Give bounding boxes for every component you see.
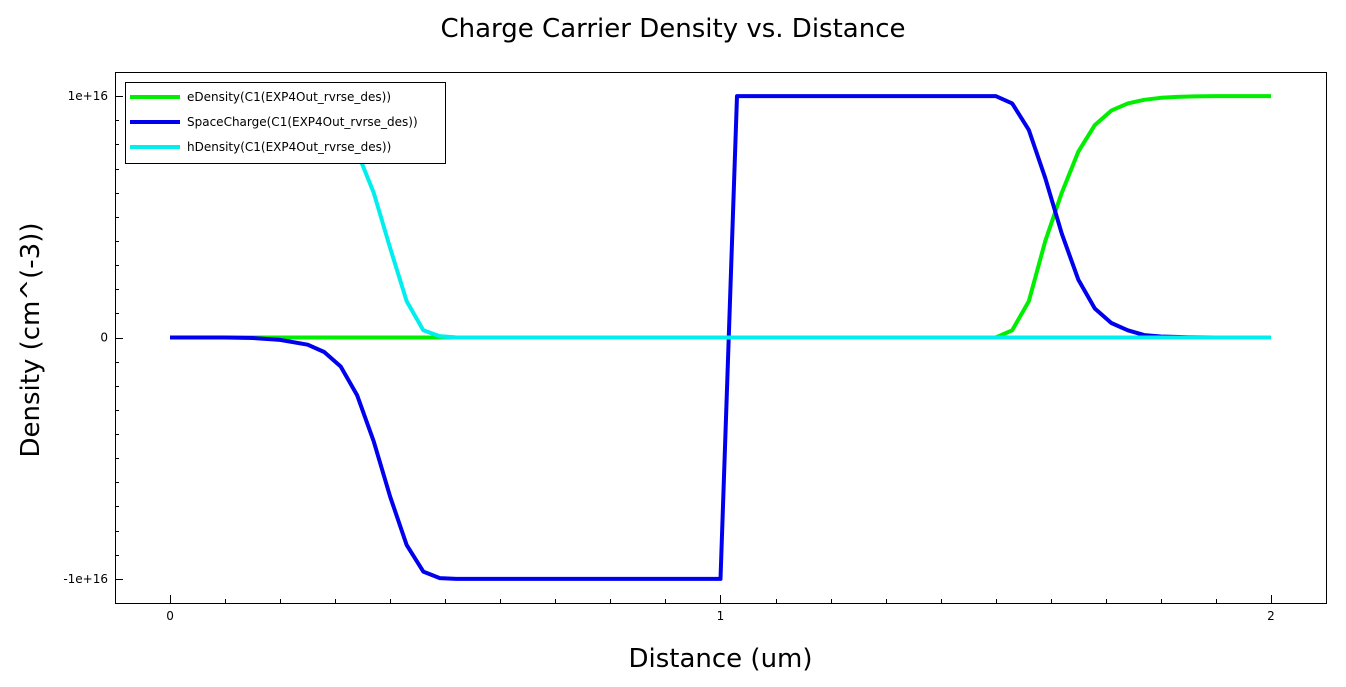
y-tick-label: 1e+16 (68, 89, 108, 103)
y-tick-label: -1e+16 (63, 572, 108, 586)
x-tick-label: 0 (166, 609, 174, 623)
legend-label-0: eDensity(C1(EXP4Out_rvrse_des)) (187, 90, 391, 104)
x-axis-label: Distance (um) (628, 644, 813, 674)
legend-label-2: hDensity(C1(EXP4Out_rvrse_des)) (187, 140, 391, 154)
y-tick-label: 0 (100, 331, 108, 345)
x-tick-label: 1 (717, 609, 725, 623)
legend-label-1: SpaceCharge(C1(EXP4Out_rvrse_des)) (187, 115, 418, 129)
series-line-2-overlay (439, 334, 1271, 340)
series-line-1 (170, 94, 1271, 581)
x-tick-label: 2 (1267, 609, 1275, 623)
chart-title: Charge Carrier Density vs. Distance (440, 14, 906, 44)
